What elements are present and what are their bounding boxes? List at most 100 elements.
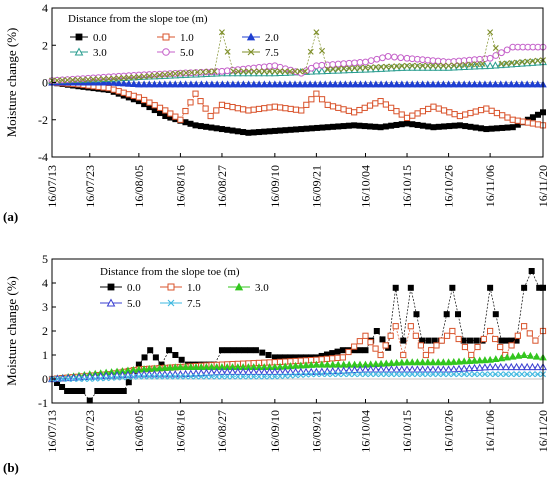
y-tick-label: 2: [42, 38, 48, 52]
series-1.0-point: [488, 107, 495, 114]
series-7.5-point: [445, 371, 452, 378]
legend-entry-7.5: 7.5: [160, 298, 201, 310]
series-7.5-point: [330, 66, 337, 73]
series-7.5-point: [161, 71, 168, 78]
series-0.0-point: [451, 122, 458, 129]
series-3.0-point: [317, 66, 326, 75]
series-1.0-point: [440, 107, 448, 114]
series-1.0-point: [514, 117, 521, 124]
series-0.0-point: [241, 347, 248, 354]
series-2.0-point: [208, 80, 216, 88]
series-1.0-point: [356, 338, 363, 345]
series-7.5-point: [424, 371, 431, 378]
series-1.0-point: [497, 343, 504, 351]
series-0.0-point: [504, 124, 511, 131]
series-0.0-point: [187, 120, 194, 127]
series-2.0-point: [326, 80, 335, 88]
series-7.5-point: [281, 68, 288, 75]
series-1.0-point: [255, 105, 263, 113]
series-1.0-point: [329, 103, 337, 110]
series-1.0-point: [493, 109, 501, 117]
legend-label: 5.0: [180, 47, 194, 59]
legend-swatch-marker: [167, 283, 175, 291]
series-1.0-point: [141, 96, 148, 104]
series-2.0-point: [356, 80, 365, 88]
series-7.5-point: [110, 75, 117, 82]
series-2.0-point: [109, 78, 118, 86]
series-7.5-point: [346, 65, 353, 72]
series-1.0-point: [266, 104, 273, 111]
series-5.0-point: [502, 362, 510, 371]
series-2.0-point: [311, 80, 319, 88]
series-1.0-point: [461, 343, 469, 351]
series-7.5-point: [456, 62, 463, 69]
series-1.0-point: [428, 347, 435, 354]
legend-label: 3.0: [93, 47, 107, 59]
y-tick-label: 1: [42, 348, 48, 362]
series-0.0-point: [247, 347, 254, 354]
series-3.0-point: [481, 356, 489, 364]
legend-entry-0.0: 0.0: [70, 32, 107, 44]
series-1.0-point: [532, 337, 539, 344]
series-7.5-point: [398, 371, 405, 378]
series-7.5-point: [218, 373, 225, 380]
series-2.0-point: [434, 80, 442, 88]
series-0.0: [49, 267, 547, 404]
series-7.5-point: [256, 68, 263, 75]
series-7.5-point: [130, 373, 137, 380]
series-7.5-point: [69, 76, 76, 83]
series-2.0-point: [413, 80, 422, 88]
series-7.5-point: [508, 59, 515, 66]
series-1.0-point: [207, 112, 214, 120]
series-5.0-point: [429, 365, 437, 373]
series-0.0-point: [229, 127, 236, 134]
series-1.0-point: [323, 355, 331, 362]
series-5.0-point: [356, 59, 364, 66]
series-1.0-point: [487, 327, 494, 335]
series-7.5-point: [271, 373, 278, 380]
series-3.0-point: [418, 358, 427, 366]
series-2.0-point: [130, 80, 138, 88]
series-5.0-point: [255, 367, 263, 375]
series-7.5-point: [308, 371, 315, 378]
panel-b-plot-frame: [51, 258, 544, 404]
series-2.0-point: [99, 78, 108, 86]
series-0.0-point: [362, 347, 369, 354]
series-5.0-point: [486, 362, 495, 371]
series-0.0-point: [430, 124, 437, 131]
series-5.0-point: [318, 61, 326, 69]
series-7.5-point: [357, 371, 364, 378]
series-5.0-point: [460, 364, 469, 372]
series-7.5-point: [292, 372, 299, 379]
series-3.0-point: [176, 363, 185, 371]
series-5.0-point: [387, 365, 396, 373]
series-3.0-point: [307, 360, 315, 368]
series-5.0-point: [439, 365, 448, 373]
series-2.0-point: [187, 80, 195, 88]
series-1.0-point: [197, 98, 204, 105]
series-7.5-point: [393, 63, 400, 70]
series-1.0-point: [483, 105, 490, 112]
series-7.5-point: [519, 59, 526, 66]
legend-entry-3.0: 3.0: [70, 47, 107, 59]
series-5.0-point: [371, 365, 380, 373]
series-7.5-point: [188, 69, 195, 76]
series-1.0-point: [435, 105, 442, 112]
series-0.0-point: [166, 347, 173, 354]
series-7.5-point: [318, 371, 325, 378]
series-1.0-point: [509, 116, 516, 123]
x-tick-label: 16/11/06: [483, 410, 497, 452]
series-0.0-point: [409, 121, 416, 128]
series-0.0-point: [404, 120, 411, 127]
series-7.5-point: [74, 76, 81, 83]
legend-entry-0.0: 0.0: [100, 282, 141, 294]
series-2.0-point: [418, 80, 427, 88]
series-7.5-point: [95, 76, 102, 83]
series-3.0-point: [486, 61, 495, 69]
panel-a-legend-title: Distance from the slope toe (m): [68, 13, 208, 25]
x-tick-label: 16/09/21: [309, 410, 323, 453]
legend-swatch-marker: [75, 33, 83, 41]
series-0.0-point: [435, 123, 442, 130]
series-0.0-point: [224, 347, 231, 354]
x-tick-label: 16/07/13: [45, 165, 59, 208]
